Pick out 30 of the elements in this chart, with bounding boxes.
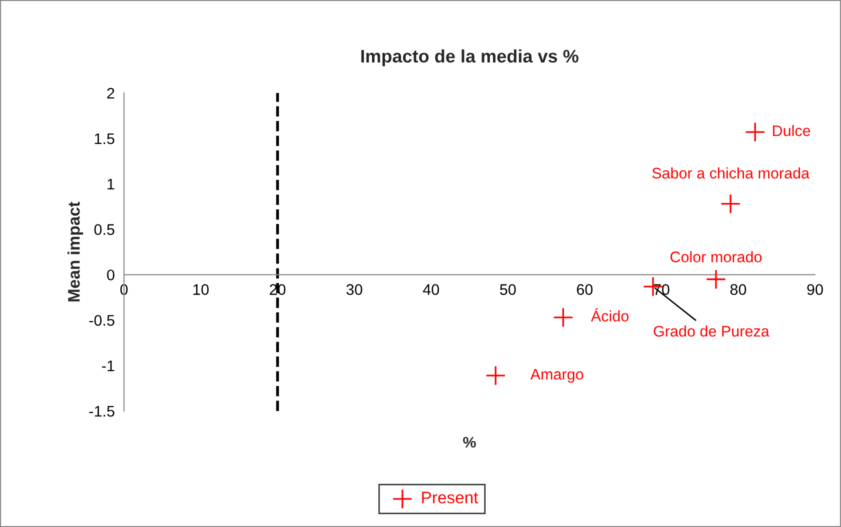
y-tick-label: -1: [102, 360, 114, 372]
chart-title: Impacto de la media vs %: [361, 49, 578, 66]
x-tick-label: 90: [807, 284, 823, 295]
x-tick-label: 60: [576, 284, 593, 295]
y-tick-label: 0: [107, 270, 114, 280]
x-tick-label: 40: [422, 284, 440, 295]
annotation: Color morado: [670, 251, 762, 262]
x-tick-label: 80: [730, 284, 746, 295]
x-tick-label: 10: [193, 284, 209, 295]
annotation: Amargo: [530, 369, 584, 383]
y-axis-title: Mean impact: [68, 202, 84, 302]
y-tick-label: 2: [107, 88, 114, 99]
y-tick-label: 1: [108, 178, 114, 190]
point: [720, 194, 741, 214]
y-tick-label: 0.5: [94, 224, 114, 235]
point: [553, 307, 574, 328]
annotation: Dulce: [773, 124, 810, 136]
point: [485, 365, 506, 386]
y-tick-label: -0.5: [89, 315, 114, 326]
annotation: Ácido: [590, 308, 629, 322]
y-tick-label: -1.5: [89, 406, 114, 417]
x-tick-label: 50: [500, 284, 516, 295]
legend-label: Present: [422, 492, 478, 504]
point: [706, 269, 726, 290]
point: [744, 122, 766, 142]
y-tick-label: 1.5: [94, 133, 114, 144]
x-axis-title: %: [463, 436, 476, 448]
annotation: Sabor a chicha morada: [652, 167, 810, 179]
annotation: Grado de Pureza: [654, 325, 770, 337]
x-tick-label: 30: [346, 284, 362, 295]
